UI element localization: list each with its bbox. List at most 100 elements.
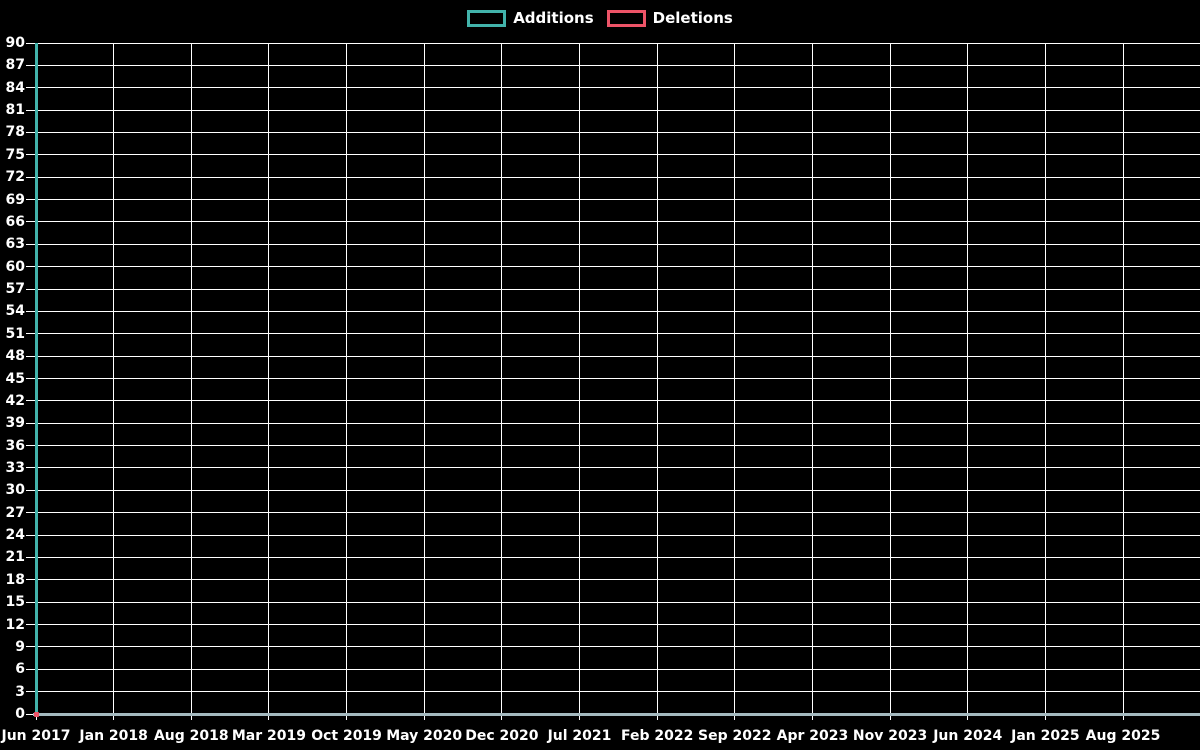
x-tick-label: Feb 2022 — [620, 728, 694, 744]
y-gridline — [26, 422, 1200, 424]
x-tick-label: Apr 2023 — [776, 728, 849, 744]
y-gridline — [26, 109, 1200, 111]
x-gridline — [656, 43, 658, 720]
y-gridline — [26, 355, 1200, 357]
additions-swatch-icon — [467, 9, 507, 27]
legend-item-additions[interactable]: Additions — [467, 8, 594, 27]
y-gridline — [26, 556, 1200, 558]
y-tick-label: 6 — [15, 661, 25, 678]
x-tick-label: Jan 2018 — [79, 728, 148, 744]
y-tick-label: 33 — [5, 459, 25, 476]
y-gridline — [26, 646, 1200, 648]
x-tick-label: Aug 2025 — [1085, 728, 1161, 744]
deletions-swatch-icon — [606, 9, 646, 27]
x-tick-label: Jun 2017 — [1, 728, 71, 744]
deletions-legend-label: Deletions — [652, 8, 733, 27]
x-tick-label: Jun 2024 — [933, 728, 1003, 744]
y-gridline — [26, 154, 1200, 156]
y-gridline — [26, 579, 1200, 581]
x-tick-label: May 2020 — [386, 728, 463, 744]
y-tick-label: 54 — [5, 303, 25, 320]
chart-legend: Additions Deletions — [0, 8, 1200, 28]
y-tick-label: 69 — [5, 191, 25, 208]
y-gridline — [26, 534, 1200, 536]
x-gridline — [579, 43, 580, 720]
y-tick-label: 9 — [15, 638, 25, 655]
y-tick-label: 75 — [5, 146, 25, 163]
x-tick-label: Oct 2019 — [311, 728, 382, 744]
y-gridline — [26, 378, 1200, 379]
x-gridline — [501, 43, 503, 720]
y-gridline — [26, 624, 1200, 626]
x-tick-label: Sep 2022 — [698, 728, 772, 744]
y-tick-label: 45 — [5, 370, 25, 387]
y-tick-label: 90 — [5, 35, 25, 51]
x-tick-label: Aug 2018 — [153, 728, 229, 744]
x-axis-line — [33, 713, 1200, 716]
x-gridline — [268, 43, 270, 720]
y-tick-label: 18 — [5, 571, 25, 588]
y-tick-label: 51 — [5, 325, 25, 342]
y-gridline — [26, 310, 1200, 312]
y-tick-label: 36 — [5, 437, 25, 454]
x-gridline — [967, 43, 969, 720]
legend-item-deletions[interactable]: Deletions — [606, 8, 733, 27]
y-tick-label: 27 — [5, 504, 25, 521]
x-gridline — [423, 43, 425, 720]
y-tick-label: 12 — [5, 616, 25, 633]
x-tick-label: Jul 2021 — [547, 728, 612, 744]
y-tick-label: 21 — [5, 549, 25, 566]
y-tick-label: 39 — [5, 415, 25, 432]
x-tick-label: Nov 2023 — [852, 728, 928, 744]
y-gridline — [26, 87, 1200, 89]
y-tick-label: 57 — [5, 281, 25, 298]
y-tick-label: 48 — [5, 348, 25, 365]
y-tick-label: 24 — [5, 527, 25, 544]
y-gridline — [26, 266, 1200, 268]
y-gridline — [26, 131, 1200, 133]
y-gridline — [26, 288, 1200, 290]
y-gridline — [26, 199, 1200, 201]
y-gridline — [26, 489, 1200, 491]
x-gridline — [811, 43, 813, 720]
y-gridline — [26, 42, 1200, 44]
y-tick-label: 66 — [5, 213, 25, 230]
additions-series-line — [34, 43, 38, 713]
y-tick-label: 60 — [5, 258, 25, 275]
deletions-series-point — [33, 711, 39, 717]
y-gridline — [26, 333, 1200, 335]
y-gridline — [26, 691, 1200, 693]
x-gridline — [1122, 43, 1124, 720]
y-gridline — [26, 601, 1200, 603]
x-tick-label: Dec 2020 — [465, 728, 539, 744]
x-gridline — [1044, 43, 1046, 720]
y-gridline — [26, 64, 1200, 66]
y-tick-label: 87 — [5, 57, 25, 74]
x-tick-label: Jan 2025 — [1011, 728, 1080, 744]
y-gridline — [26, 512, 1200, 514]
y-gridline — [26, 467, 1200, 469]
y-tick-label: 72 — [5, 169, 25, 186]
y-gridline — [26, 400, 1200, 402]
y-tick-label: 30 — [5, 482, 25, 499]
y-gridline — [26, 221, 1200, 223]
y-tick-label: 0 — [15, 706, 25, 722]
y-tick-label: 3 — [15, 683, 25, 700]
x-gridline — [889, 43, 891, 720]
y-tick-label: 78 — [5, 124, 25, 141]
x-tick-label: Mar 2019 — [231, 728, 306, 744]
y-gridline — [26, 445, 1200, 447]
y-tick-label: 84 — [5, 79, 25, 96]
y-tick-label: 81 — [5, 102, 25, 119]
y-gridline — [26, 243, 1200, 245]
additions-legend-label: Additions — [513, 8, 594, 27]
y-tick-label: 63 — [5, 236, 25, 253]
x-gridline — [734, 43, 736, 720]
x-gridline — [113, 43, 115, 720]
y-gridline — [26, 176, 1200, 178]
x-gridline — [190, 43, 192, 720]
x-gridline — [346, 43, 348, 720]
y-tick-label: 42 — [5, 392, 25, 409]
